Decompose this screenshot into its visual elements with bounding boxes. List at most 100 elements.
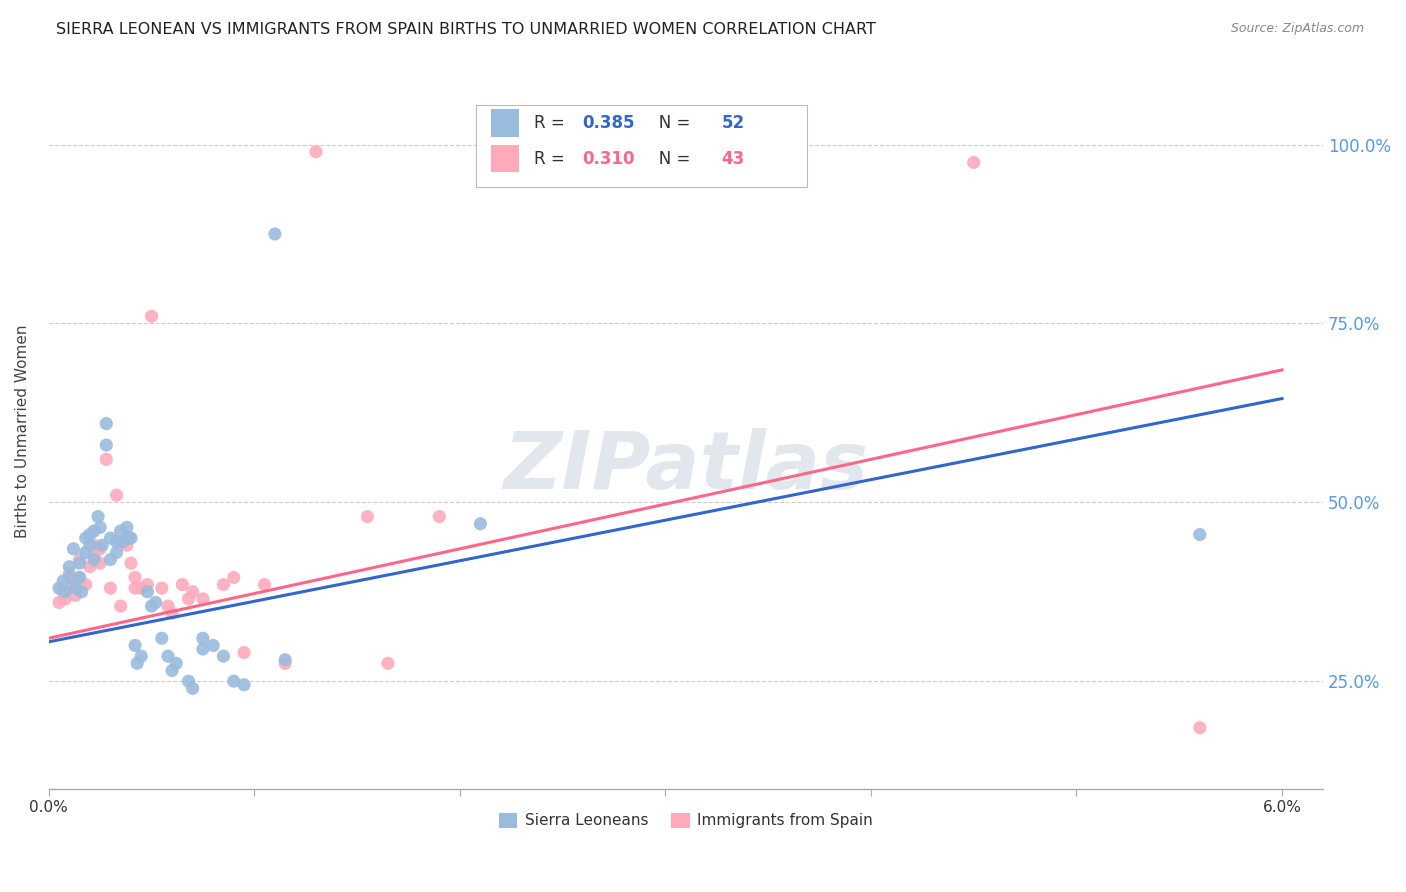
Point	[48, 581, 70, 595]
Point	[69, 570, 91, 584]
Point	[233, 646, 256, 660]
Text: 0.310: 0.310	[582, 150, 636, 168]
Point	[136, 584, 159, 599]
Point	[274, 653, 297, 667]
Point	[75, 545, 97, 559]
Point	[79, 538, 101, 552]
Point	[263, 227, 285, 241]
Point	[156, 599, 179, 613]
Point	[75, 531, 97, 545]
Point	[65, 581, 87, 595]
Point	[118, 531, 141, 545]
Point	[52, 584, 75, 599]
Point	[1188, 527, 1211, 541]
Point	[305, 145, 328, 159]
Point	[129, 649, 152, 664]
Text: 43: 43	[721, 150, 745, 168]
Point	[202, 639, 225, 653]
Point	[96, 417, 118, 431]
Point	[62, 541, 84, 556]
Point	[52, 574, 75, 588]
Point	[274, 657, 297, 671]
Point	[87, 509, 110, 524]
Point	[150, 632, 173, 646]
Point	[177, 674, 200, 689]
Point	[58, 570, 80, 584]
Text: N =: N =	[643, 114, 695, 132]
Point	[165, 657, 187, 671]
Point	[356, 509, 378, 524]
Point	[115, 538, 138, 552]
Point	[181, 584, 204, 599]
Point	[470, 516, 492, 531]
Point	[191, 642, 214, 657]
Point	[96, 438, 118, 452]
Point	[156, 649, 179, 664]
Point	[58, 566, 80, 581]
Point	[115, 520, 138, 534]
Point	[212, 577, 235, 591]
Point	[70, 584, 93, 599]
Point	[83, 552, 105, 566]
Point	[177, 591, 200, 606]
Point	[83, 538, 105, 552]
Bar	[491, 145, 519, 172]
Point	[963, 155, 986, 169]
Point	[62, 577, 84, 591]
Point	[89, 541, 111, 556]
Point	[120, 531, 142, 545]
Point	[69, 552, 91, 566]
Point	[120, 556, 142, 570]
Point	[212, 649, 235, 664]
Point	[96, 452, 118, 467]
Point	[124, 581, 146, 595]
Point	[91, 538, 114, 552]
Text: SIERRA LEONEAN VS IMMIGRANTS FROM SPAIN BIRTHS TO UNMARRIED WOMEN CORRELATION CH: SIERRA LEONEAN VS IMMIGRANTS FROM SPAIN …	[56, 22, 876, 37]
Point	[79, 559, 101, 574]
Point	[69, 556, 91, 570]
Point	[145, 595, 167, 609]
Point	[129, 581, 152, 595]
Text: N =: N =	[643, 150, 695, 168]
Point	[75, 577, 97, 591]
Point	[222, 570, 245, 584]
Point	[191, 632, 214, 646]
Point	[53, 591, 76, 606]
Point	[160, 664, 183, 678]
Point	[427, 509, 450, 524]
Point	[191, 591, 214, 606]
Point	[124, 570, 146, 584]
Point	[127, 657, 149, 671]
Point	[83, 549, 105, 563]
Point	[110, 599, 132, 613]
Point	[233, 678, 256, 692]
Point	[48, 595, 70, 609]
Y-axis label: Births to Unmarried Women: Births to Unmarried Women	[15, 324, 30, 538]
Bar	[491, 110, 519, 136]
Point	[253, 577, 276, 591]
Point	[110, 524, 132, 538]
Point	[136, 577, 159, 591]
Point	[222, 674, 245, 689]
Point	[141, 310, 163, 324]
Point	[65, 588, 87, 602]
Point	[181, 681, 204, 696]
Point	[141, 599, 163, 613]
Point	[124, 639, 146, 653]
Point	[53, 584, 76, 599]
Text: ZIPatlas: ZIPatlas	[503, 427, 869, 506]
Point	[172, 577, 194, 591]
Text: 0.385: 0.385	[582, 114, 636, 132]
Point	[79, 527, 101, 541]
Text: R =: R =	[534, 150, 571, 168]
FancyBboxPatch shape	[475, 105, 807, 187]
Point	[100, 552, 122, 566]
Point	[89, 520, 111, 534]
Point	[89, 556, 111, 570]
Point	[69, 570, 91, 584]
Text: R =: R =	[534, 114, 571, 132]
Point	[377, 657, 399, 671]
Point	[58, 559, 80, 574]
Point	[105, 534, 128, 549]
Text: Source: ZipAtlas.com: Source: ZipAtlas.com	[1230, 22, 1364, 36]
